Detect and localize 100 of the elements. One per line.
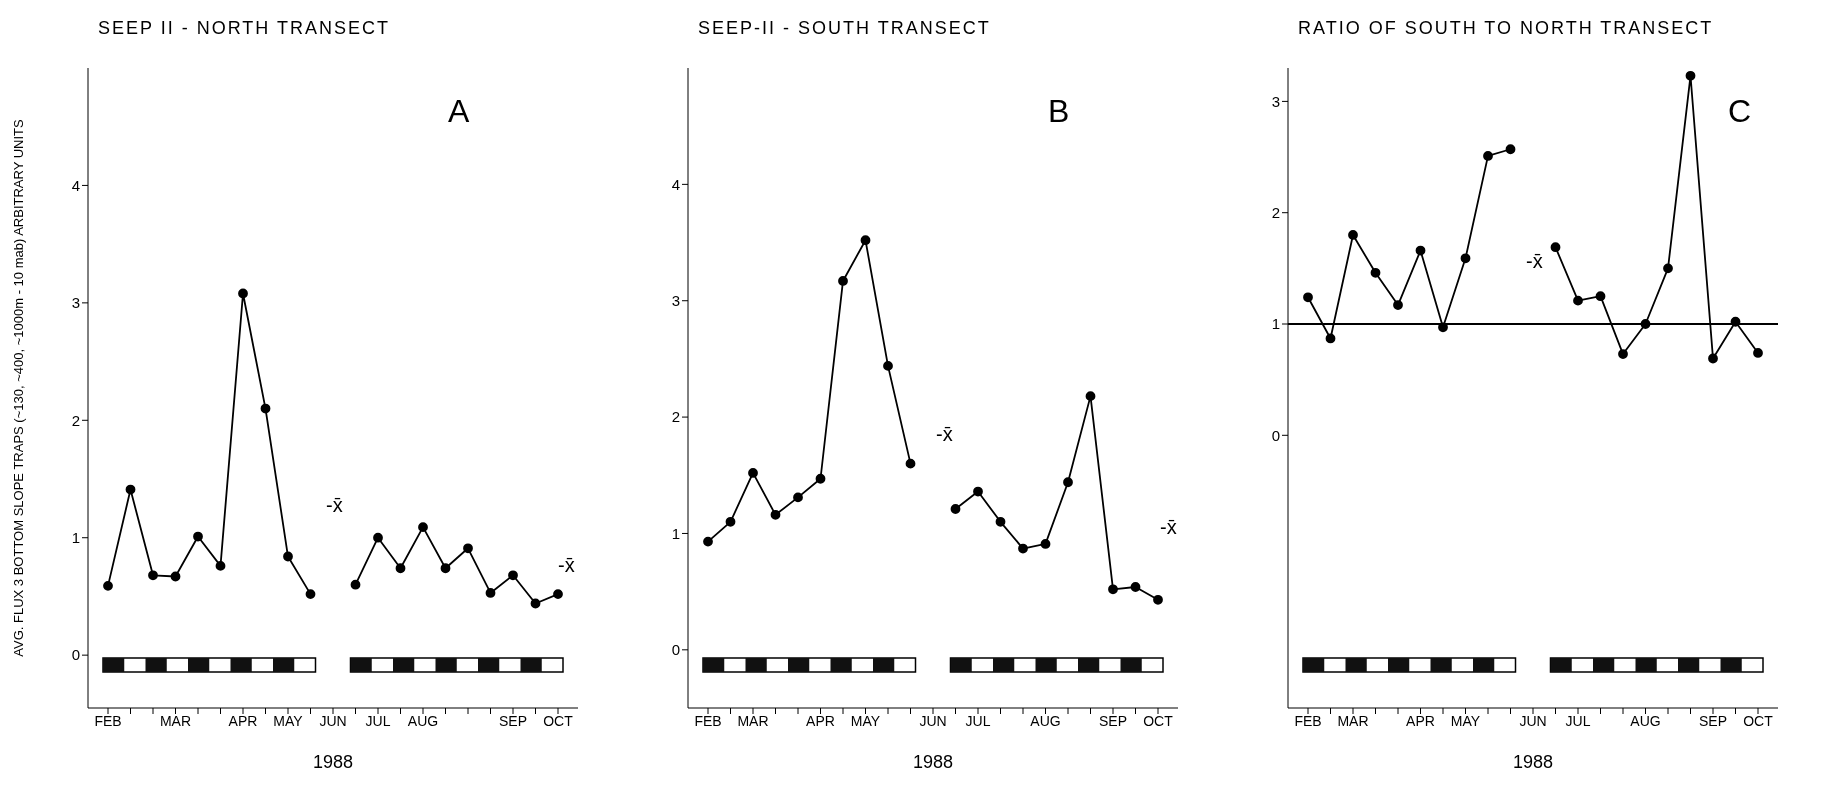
x-tick-label: MAY [850,712,881,729]
point [793,492,803,503]
point [305,589,316,599]
point [508,570,518,581]
annotation: -x̄ [326,494,343,517]
point [1018,543,1028,554]
point [1348,230,1358,240]
x-axis-title: 1988 [312,752,354,772]
point [703,536,713,547]
x-tick-label: SEP [1698,712,1728,729]
point [860,235,871,246]
point [463,543,473,554]
point [950,504,961,514]
point [193,531,203,542]
x-tick-label: MAR [159,712,192,729]
y-tick-label: 1 [671,524,680,542]
x-tick-label: JUN [1519,712,1547,729]
point [1483,151,1493,161]
x-tick-label: MAR [1337,712,1369,729]
point [283,551,293,562]
point [418,522,428,533]
x-tick-label: MAY [1450,712,1481,729]
x-tick-label: AUG [1030,712,1061,729]
y-tick-label: 0 [1271,426,1280,444]
annotation: A [448,93,470,130]
point [1505,144,1516,155]
point [1415,245,1426,256]
point [1640,319,1651,329]
point [350,579,361,590]
y-tick-label: 4 [71,176,80,194]
chart-title: SEEP-II - SOUTH TRANSECT [697,17,992,40]
y-tick-label: 3 [1271,92,1280,110]
chart-title: RATIO OF SOUTH TO NORTH TRANSECT [1297,17,1715,40]
annotation: -x̄ [936,423,953,446]
x-tick-label: JUL [365,712,391,729]
point [530,598,541,609]
x-tick-label: MAR [737,712,769,729]
y-tick-label: 3 [71,294,80,312]
x-tick-label: JUN [319,712,347,729]
annotation: -x̄ [1526,250,1543,273]
point [485,588,496,598]
point [1370,267,1381,278]
point [1618,349,1628,359]
chart-title: SEEP II - NORTH TRANSECT [97,17,392,40]
y-axis-title: AVG. FLUX 3 BOTTOM SLOPE TRAPS (~130, ~400, ~1000m - 10 mab) ARBITRARY UNITS [10,118,26,657]
x-tick-label: OCT [1143,712,1174,729]
y-tick-label: 2 [671,408,680,426]
point [883,360,893,371]
y-tick-label: 2 [71,411,80,429]
x-tick-label: FEB [1294,712,1322,729]
point [815,473,826,484]
x-axis-title: 1988 [912,752,954,772]
x-tick-label: JUL [1565,712,1591,729]
annotation: C [1728,93,1752,130]
y-tick-label: 4 [671,175,680,193]
point [748,468,758,478]
x-tick-label: OCT [543,712,574,729]
point [1063,477,1073,488]
annotation: B [1048,93,1070,130]
point [440,563,451,574]
point [770,509,781,520]
point [1153,594,1163,605]
x-tick-label: SEP [498,712,528,729]
y-tick-label: 2 [1271,204,1280,222]
point [1108,584,1118,595]
point [1730,316,1741,327]
point [1085,391,1096,402]
point [1573,295,1583,306]
point [1663,263,1673,274]
point [1708,353,1718,364]
x-tick-label: JUN [919,712,947,729]
x-tick-label: APR [806,712,835,729]
y-tick-label: 1 [71,529,80,547]
point [725,516,736,527]
point [215,561,226,571]
x-tick-label: FEB [694,712,722,729]
point [125,484,136,495]
point [1460,253,1471,264]
x-tick-label: JUL [965,712,991,729]
point [148,570,158,581]
point [995,516,1006,527]
point [838,276,848,286]
x-tick-label: SEP [1098,712,1128,729]
annotation: -x̄ [558,554,575,577]
point [553,589,563,599]
point [103,580,113,591]
x-tick-label: AUG [407,712,439,729]
point [170,571,181,582]
point [1753,348,1763,358]
y-tick-label: 0 [671,641,680,659]
point [1550,242,1561,253]
annotation: -x̄ [1160,516,1177,539]
x-tick-label: AUG [1630,712,1661,729]
y-tick-label: 3 [671,292,680,310]
y-tick-label: 1 [1271,315,1280,333]
point [1393,300,1403,310]
point [238,288,248,299]
point [1303,292,1313,303]
point [373,532,383,543]
point [260,403,271,414]
